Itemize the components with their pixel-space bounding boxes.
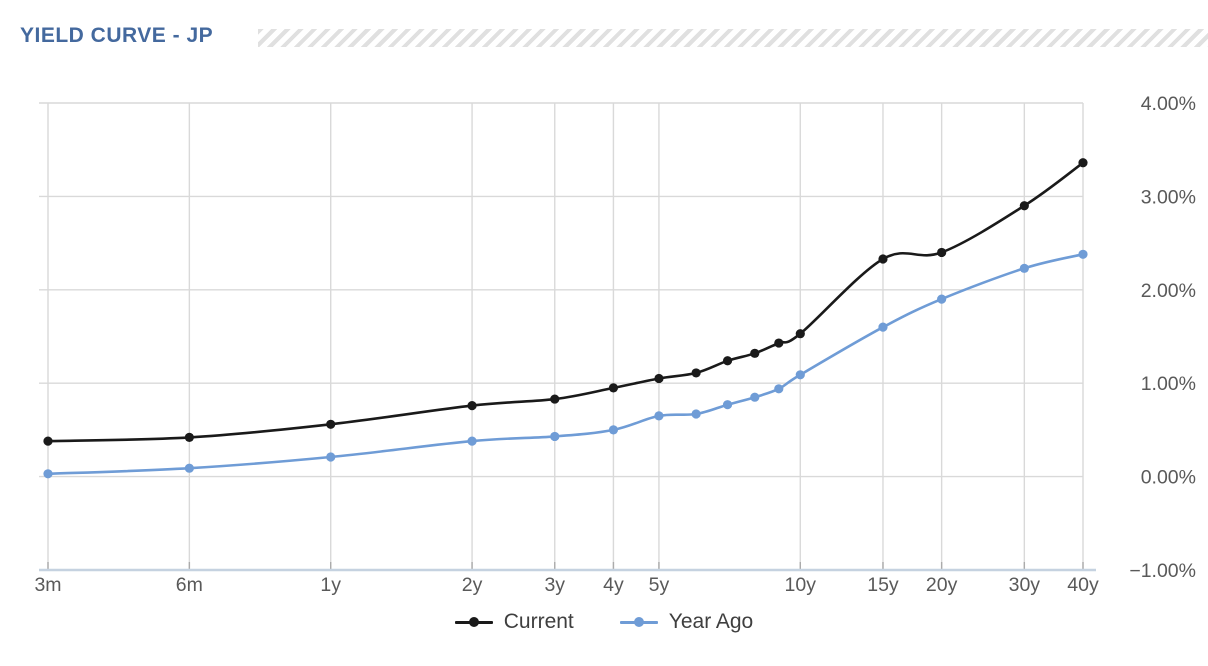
x-tick-label: 6m (176, 574, 203, 596)
year-ago-data-point-marker (608, 425, 619, 435)
year-ago-series-line (46, 253, 1085, 476)
year-ago-data-point-marker (184, 463, 194, 473)
current-series-line (46, 161, 1085, 443)
x-tick-label: 2y (462, 574, 483, 596)
current-data-point-marker (184, 432, 194, 442)
year-ago-data-point-marker (774, 384, 784, 394)
current-data-point-marker (467, 401, 477, 411)
year-ago-data-point-marker (795, 370, 805, 380)
current-data-point-marker (1078, 158, 1088, 168)
legend-item-year-ago: Year Ago (619, 610, 754, 634)
x-tick-label: 40y (1067, 574, 1099, 596)
year-ago-data-point-marker (550, 431, 560, 442)
x-tick-label: 10y (785, 574, 817, 596)
year-ago-data-point-marker (722, 400, 733, 410)
current-data-point-marker (878, 254, 888, 264)
y-tick-label: 2.00% (1141, 280, 1196, 302)
current-series-marker-icon (454, 617, 493, 627)
year-ago-data-point-marker (878, 322, 888, 332)
x-tick-label: 4y (603, 574, 624, 596)
year-ago-data-point-marker (937, 294, 947, 304)
x-tick-label: 30y (1009, 574, 1041, 596)
hatch-banner-decoration (258, 29, 1208, 47)
y-tick-label: 3.00% (1141, 186, 1196, 208)
current-data-point-marker (43, 436, 53, 446)
current-data-point-marker (550, 394, 560, 404)
x-tick-label: 20y (926, 574, 958, 596)
current-data-point-marker (722, 356, 733, 366)
year-ago-data-point-marker (326, 452, 336, 462)
y-tick-label: 0.00% (1141, 467, 1196, 489)
legend-label-current: Current (503, 610, 574, 633)
x-tick-label: 5y (649, 574, 670, 596)
current-data-point-marker (326, 419, 336, 429)
current-data-point-marker (774, 338, 784, 348)
y-tick-label: 4.00% (1141, 93, 1196, 115)
year-ago-data-point-marker (467, 436, 477, 446)
current-data-point-marker (795, 329, 805, 339)
current-data-point-marker (750, 348, 760, 358)
legend-label-year-ago: Year Ago (668, 610, 754, 633)
year-ago-data-point-marker (1019, 263, 1029, 273)
year-ago-data-point-marker (43, 469, 53, 479)
chart-legend: Current Year Ago (0, 604, 1208, 640)
current-data-point-marker (608, 383, 619, 393)
x-tick-label: 1y (320, 574, 341, 596)
year-ago-data-point-marker (750, 392, 760, 402)
current-data-point-marker (1019, 201, 1029, 211)
year-ago-series-marker-icon (619, 617, 658, 627)
current-data-point-marker (654, 373, 664, 384)
current-data-point-marker (937, 247, 947, 258)
x-tick-label: 3m (34, 574, 61, 596)
year-ago-data-point-marker (654, 411, 664, 421)
legend-item-current: Current (454, 610, 574, 634)
year-ago-data-point-marker (1078, 249, 1088, 259)
page-title: YIELD CURVE - JP (20, 24, 214, 47)
y-tick-label: −1.00% (1129, 560, 1196, 582)
y-tick-label: 1.00% (1141, 373, 1196, 395)
x-tick-label: 15y (867, 574, 899, 596)
current-data-point-marker (691, 368, 701, 378)
x-tick-label: 3y (544, 574, 565, 596)
year-ago-data-point-marker (691, 409, 701, 419)
